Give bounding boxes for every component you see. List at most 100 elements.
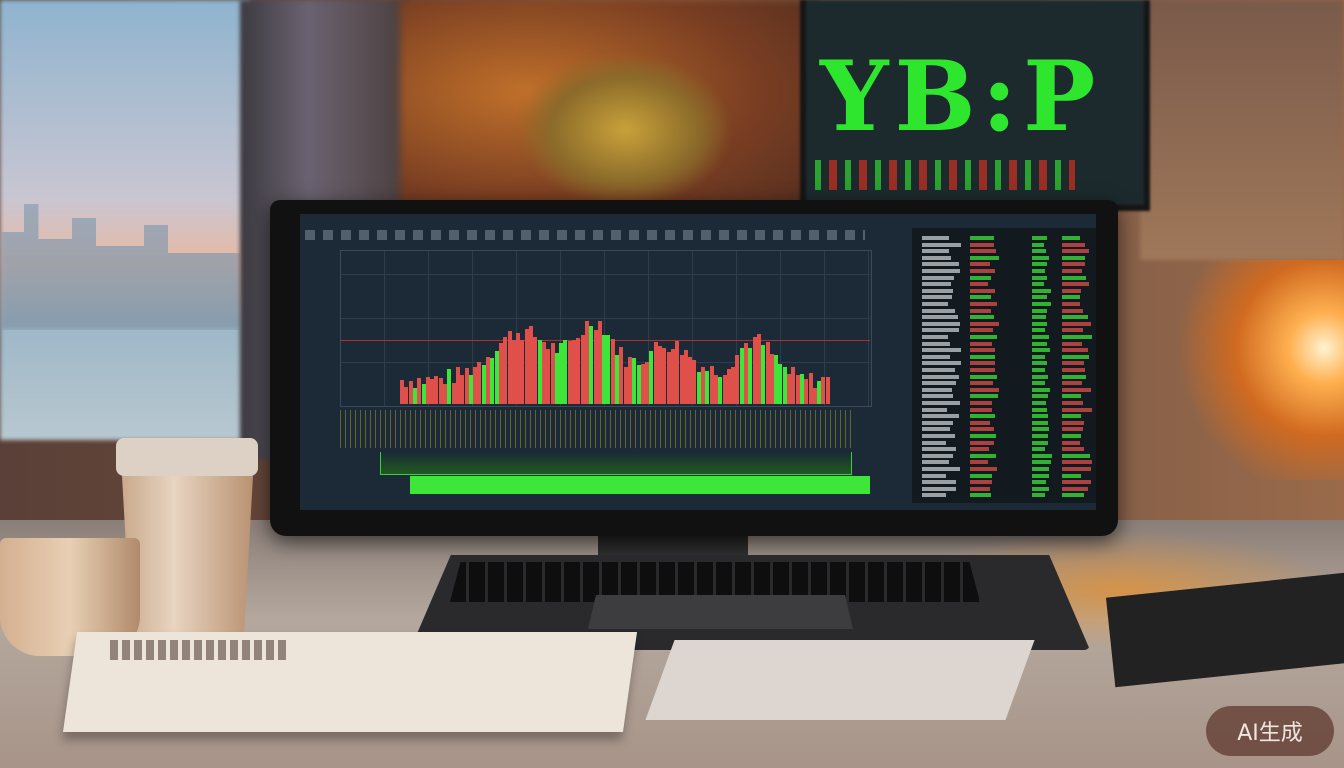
screen-bar xyxy=(688,357,693,404)
right-wall xyxy=(1140,0,1344,260)
order-book-text-line xyxy=(1032,460,1051,465)
order-book-text-line xyxy=(970,255,999,260)
order-book-text-line xyxy=(1062,387,1092,392)
screen-bar xyxy=(640,363,645,404)
order-book-text-line xyxy=(1062,302,1081,306)
order-book-text-line xyxy=(1062,401,1083,405)
order-book-text-line xyxy=(970,394,999,399)
order-book-text-line xyxy=(1062,275,1087,280)
screen-bar xyxy=(554,352,559,404)
order-book-text-line xyxy=(1032,236,1047,240)
screen-bar xyxy=(412,387,417,404)
screen-bar xyxy=(825,376,830,404)
order-book-text-line xyxy=(970,321,1000,326)
order-book-text-line xyxy=(970,447,990,452)
screen-bar xyxy=(739,347,744,404)
screen-bar xyxy=(692,359,697,404)
order-book-text-line xyxy=(1062,414,1081,419)
screen-bar xyxy=(481,364,486,404)
order-book-text-line xyxy=(1062,348,1089,353)
screen-bar xyxy=(537,339,542,404)
order-book-text-line xyxy=(1062,486,1089,491)
screen-bar xyxy=(584,321,589,404)
order-book-text-line xyxy=(922,394,954,399)
order-book-text-line xyxy=(970,328,993,333)
order-book-text-line xyxy=(1062,473,1081,478)
order-book-text-line xyxy=(1062,335,1092,339)
order-book-text-line xyxy=(970,302,997,306)
screen-bar xyxy=(748,347,753,404)
order-book-text-line xyxy=(970,473,992,478)
order-book-text-line xyxy=(1062,315,1088,320)
screen-bar xyxy=(477,361,482,404)
screen-bar xyxy=(486,357,490,404)
screen-bar xyxy=(653,342,658,404)
order-book-text-line xyxy=(970,354,996,359)
screen-bar xyxy=(438,377,443,404)
order-book-text-line xyxy=(970,480,993,485)
screen-bar xyxy=(546,348,551,404)
screen-bar xyxy=(701,366,705,404)
order-book-text-line xyxy=(1062,269,1082,273)
order-book-text-line xyxy=(1032,302,1051,306)
order-book-text-line xyxy=(922,348,961,353)
screen-bar xyxy=(425,376,430,404)
background-monitor-text: YB:P xyxy=(820,40,1102,153)
order-book-text-line xyxy=(1032,242,1045,247)
screen-bar xyxy=(812,387,817,404)
green-indicator-bar xyxy=(410,476,870,494)
screen-bar xyxy=(559,342,564,404)
screen-bar xyxy=(765,341,770,404)
order-book-text-line xyxy=(1032,401,1046,405)
order-book-text-line xyxy=(1062,236,1081,240)
screen-bar xyxy=(696,371,701,404)
order-book-text-line xyxy=(970,427,995,432)
screen-bar xyxy=(722,374,727,404)
order-book-text-line xyxy=(970,308,992,313)
order-book-text-line xyxy=(1062,321,1092,326)
order-book-text-line xyxy=(1062,368,1085,372)
screen-bar xyxy=(726,369,731,404)
screen-bar xyxy=(662,348,667,404)
screen-bar xyxy=(615,354,619,404)
order-book-text-line xyxy=(1032,374,1049,379)
order-book-text-line xyxy=(922,453,953,458)
order-book-text-line xyxy=(1032,308,1047,313)
order-book-text-line xyxy=(922,242,962,247)
screen-bar xyxy=(434,376,439,404)
order-book-text-line xyxy=(1032,467,1049,471)
order-book-text-line xyxy=(922,414,960,419)
order-book-text-line xyxy=(1062,242,1085,247)
order-book-text-line xyxy=(922,282,952,287)
order-book-text-line xyxy=(1062,328,1083,333)
order-book-text-line xyxy=(1062,420,1084,425)
order-book-text-line xyxy=(922,315,958,320)
order-book-text-line xyxy=(922,387,953,392)
order-book-text-line xyxy=(922,480,957,485)
order-book-text-line xyxy=(970,288,995,293)
screen-bar xyxy=(658,346,662,404)
screen-bar xyxy=(529,325,533,404)
screen-bar xyxy=(787,374,791,404)
order-book-text-line xyxy=(922,407,947,412)
order-book-text-line xyxy=(970,387,1000,392)
order-book-text-line xyxy=(970,282,989,287)
volume-strip xyxy=(340,410,855,448)
order-book-text-line xyxy=(970,381,993,386)
screen-bar xyxy=(576,338,581,404)
order-book-text-line xyxy=(922,473,947,478)
order-book-text-line xyxy=(1032,434,1048,438)
order-book-text-line xyxy=(1062,447,1084,452)
order-book-text-line xyxy=(970,275,991,280)
screen-bar xyxy=(507,331,512,404)
order-book-text-line xyxy=(970,335,997,339)
order-book-text-line xyxy=(1032,486,1050,491)
order-book-text-line xyxy=(922,434,956,438)
order-book-text-line xyxy=(970,361,996,366)
order-book-text-line xyxy=(970,262,991,267)
screen-bar xyxy=(563,340,568,404)
order-book-text-line xyxy=(1032,480,1047,485)
order-book-text-line xyxy=(1032,368,1045,372)
indicator-panel xyxy=(380,452,852,475)
order-book-text-line xyxy=(922,447,956,452)
